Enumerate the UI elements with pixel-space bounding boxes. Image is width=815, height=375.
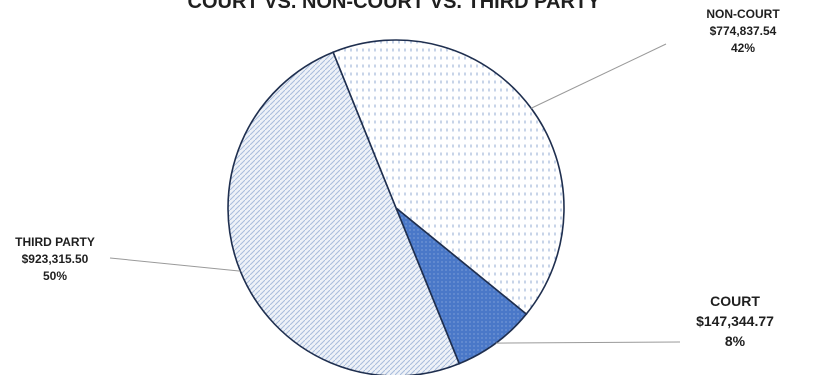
slice-label-name: COURT (710, 293, 760, 309)
slice-label-amount: $923,315.50 (22, 252, 89, 266)
slice-label-name: NON-COURT (706, 7, 780, 21)
slice-label-percent: 8% (725, 333, 746, 349)
slice-label-name: THIRD PARTY (15, 235, 95, 249)
slice-label-amount: $774,837.54 (710, 24, 777, 38)
chart-title: COURT VS. NON-COURT VS. THIRD PARTY (188, 0, 602, 13)
slice-label-amount: $147,344.77 (696, 313, 774, 329)
slice-label-percent: 50% (43, 269, 67, 283)
leader-line (109, 257, 241, 272)
slice-label-percent: 42% (731, 41, 755, 55)
leader-line (530, 43, 667, 109)
leader-line (495, 341, 681, 344)
